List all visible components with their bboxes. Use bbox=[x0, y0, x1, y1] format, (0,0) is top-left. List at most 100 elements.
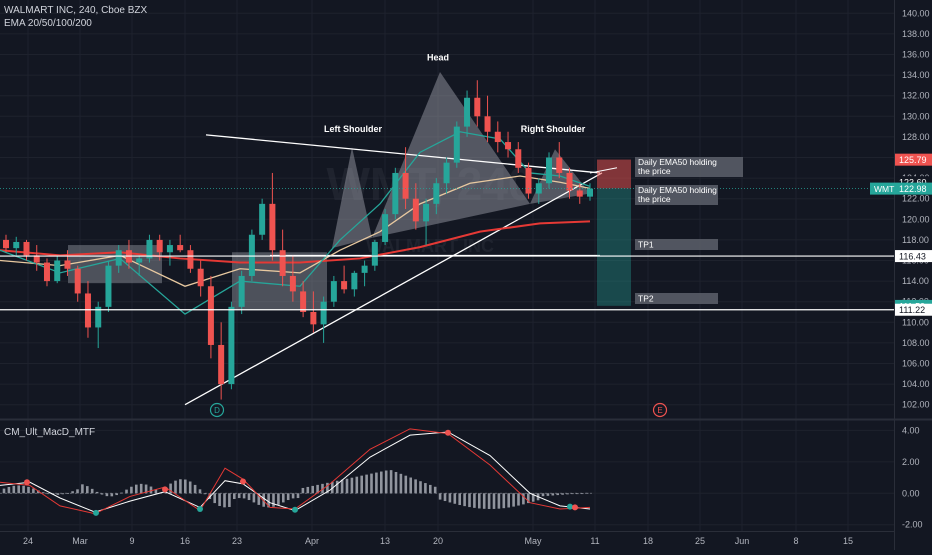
candle bbox=[228, 301, 235, 390]
histogram-bar bbox=[463, 493, 466, 507]
histogram-bar bbox=[22, 485, 25, 494]
histogram-bar bbox=[571, 493, 574, 495]
candle-body bbox=[238, 275, 245, 307]
candle-body bbox=[361, 265, 368, 273]
price-label-text: 111.22 bbox=[899, 305, 925, 315]
histogram-bar bbox=[370, 473, 373, 494]
histogram-bar bbox=[409, 477, 412, 494]
price-label-bg bbox=[895, 153, 932, 166]
price-tick: 106.00 bbox=[902, 359, 930, 369]
take-profit-zone bbox=[597, 188, 631, 306]
histogram-bar bbox=[487, 493, 491, 509]
candle-body bbox=[166, 245, 173, 253]
histogram-bar bbox=[296, 493, 300, 499]
price-tick: 140.00 bbox=[902, 8, 930, 18]
histogram-bar bbox=[585, 492, 589, 494]
histogram-bar bbox=[139, 483, 143, 494]
candle bbox=[74, 265, 81, 302]
dividend-marker: D bbox=[209, 402, 225, 418]
candle bbox=[412, 183, 419, 230]
candle bbox=[259, 198, 266, 240]
candles bbox=[3, 80, 593, 400]
histogram-bar bbox=[213, 493, 216, 504]
time-tick: Apr bbox=[305, 536, 319, 546]
histogram-bar bbox=[105, 493, 109, 497]
candle bbox=[13, 236, 20, 256]
price-tick: 134.00 bbox=[902, 70, 930, 80]
histogram-bar bbox=[551, 493, 555, 496]
time-tick: 9 bbox=[129, 536, 134, 546]
candle-body bbox=[443, 162, 450, 184]
ema-legend[interactable]: EMA 20/50/100/200 bbox=[4, 17, 92, 30]
histogram-bar bbox=[223, 493, 226, 508]
histogram-bar bbox=[360, 475, 363, 494]
histogram-bar bbox=[453, 493, 457, 504]
candle bbox=[351, 270, 358, 297]
macd-cross-dot bbox=[24, 479, 30, 486]
histogram-bar bbox=[149, 486, 153, 494]
histogram-bar bbox=[242, 493, 246, 499]
candle bbox=[238, 270, 245, 315]
head-shape bbox=[372, 72, 530, 238]
histogram-bar bbox=[497, 493, 501, 509]
label-left-shoulder: Left Shoulder bbox=[324, 124, 382, 134]
candle bbox=[187, 245, 194, 273]
histogram-bar bbox=[541, 493, 545, 497]
candle bbox=[525, 162, 532, 199]
note-ema50-bottom-line1: Daily EMA50 holding bbox=[638, 185, 717, 195]
price-label-bg bbox=[895, 303, 932, 316]
candle-body bbox=[33, 255, 40, 263]
histogram-bar bbox=[81, 484, 84, 494]
histogram-bar bbox=[144, 484, 148, 494]
candle-body bbox=[84, 293, 91, 328]
histogram-bar bbox=[522, 493, 525, 505]
symbol-legend[interactable]: WALMART INC, 240, Cboe BZX bbox=[4, 4, 147, 17]
candle-body bbox=[556, 157, 563, 173]
histogram-bar bbox=[90, 488, 94, 494]
histogram-bar bbox=[458, 493, 461, 506]
note-ema50-top-line1: Daily EMA50 holding bbox=[638, 157, 717, 167]
histogram-bar bbox=[61, 493, 65, 495]
candle bbox=[484, 95, 491, 143]
histogram-bar bbox=[546, 493, 550, 496]
earnings-marker: E bbox=[652, 402, 668, 418]
histogram-bar bbox=[66, 492, 69, 494]
histogram-bar bbox=[110, 493, 114, 497]
price-label: 116.43 bbox=[895, 250, 932, 263]
histogram-bar bbox=[311, 485, 314, 494]
macd-cross-dot bbox=[445, 429, 451, 436]
histogram-bar bbox=[438, 493, 442, 500]
histogram-bar bbox=[576, 493, 579, 495]
histogram-bar bbox=[502, 493, 506, 509]
histogram-bar bbox=[473, 493, 476, 508]
macd-legend[interactable]: CM_Ult_MacD_MTF bbox=[4, 426, 95, 439]
histogram-bar bbox=[478, 493, 481, 509]
time-tick: 15 bbox=[843, 536, 853, 546]
candle-body bbox=[546, 157, 553, 184]
candle bbox=[423, 198, 430, 246]
price-label-text: 116.43 bbox=[899, 252, 926, 262]
price-label: 125.79 bbox=[895, 153, 932, 166]
histogram-bar bbox=[233, 493, 236, 500]
candle-body bbox=[382, 214, 389, 242]
histogram-bar bbox=[350, 477, 354, 494]
time-tick: 23 bbox=[232, 536, 242, 546]
macd-cross-dot bbox=[292, 506, 298, 513]
histogram-bar bbox=[252, 493, 256, 503]
note-ema50-bottom-line2: the price bbox=[638, 194, 671, 204]
candle bbox=[392, 167, 399, 220]
histogram-bar bbox=[404, 475, 408, 494]
candle-body bbox=[515, 149, 522, 168]
macd-cross-dot bbox=[162, 486, 168, 493]
symbol-line: WALMART INC, 240, Cboe BZX bbox=[4, 5, 148, 16]
tp1-box bbox=[635, 239, 718, 250]
histogram-bar bbox=[531, 493, 535, 502]
note-ema50-top-bg bbox=[635, 157, 743, 177]
candle-body bbox=[228, 306, 235, 385]
tp1-label: TP1 bbox=[638, 240, 654, 250]
time-tick: 11 bbox=[590, 536, 599, 546]
macd-histogram bbox=[2, 470, 589, 509]
